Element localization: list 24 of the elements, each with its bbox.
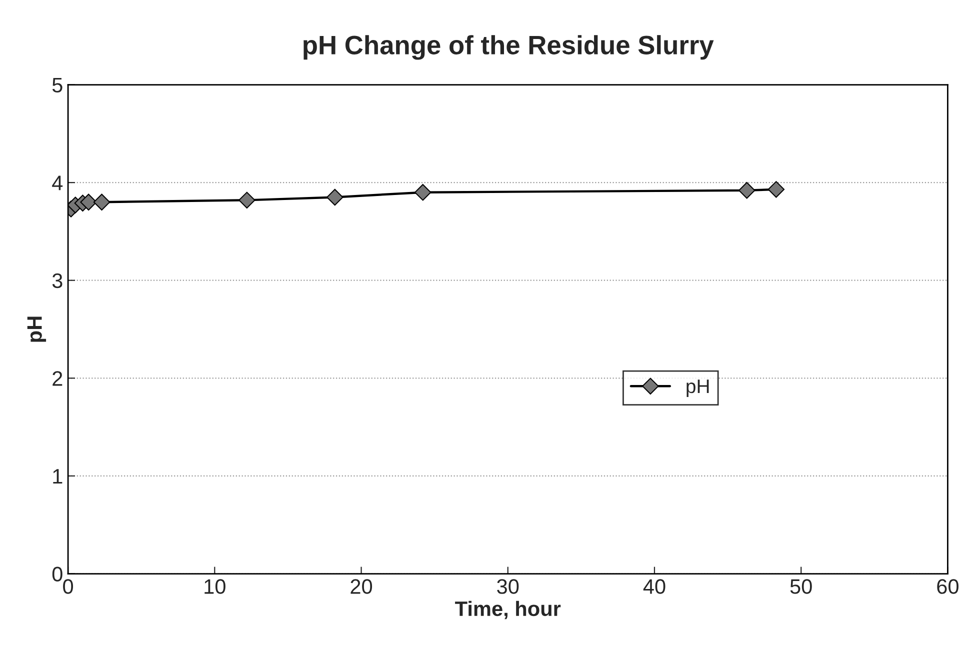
x-tick-label: 30: [497, 579, 519, 594]
x-tick-label: 0: [63, 579, 74, 594]
x-tick-label: 40: [643, 579, 666, 594]
x-tick-label: 20: [350, 579, 372, 594]
y-tick-label: 5: [52, 78, 62, 93]
legend-label: pH: [686, 380, 709, 398]
chart-title: pH Change of the Residue Slurry: [304, 35, 714, 60]
y-tick-label: 2: [52, 371, 62, 386]
y-axis-title: pH: [27, 316, 46, 342]
x-tick-label: 60: [937, 579, 958, 594]
y-tick-label: 4: [52, 176, 63, 190]
point: [80, 194, 97, 210]
point: [414, 184, 432, 201]
point: [768, 181, 785, 198]
point: [326, 188, 344, 206]
y-tick-label: 0: [52, 566, 62, 582]
x-tick-label: 50: [790, 579, 812, 594]
point: [738, 182, 756, 199]
x-tick-label: 10: [204, 579, 226, 594]
point: [238, 192, 256, 209]
point: [93, 194, 110, 210]
y-tick-label: 1: [53, 469, 62, 484]
x-axis-title: Time, hour: [455, 600, 561, 620]
y-tick-label: 3: [52, 273, 62, 288]
